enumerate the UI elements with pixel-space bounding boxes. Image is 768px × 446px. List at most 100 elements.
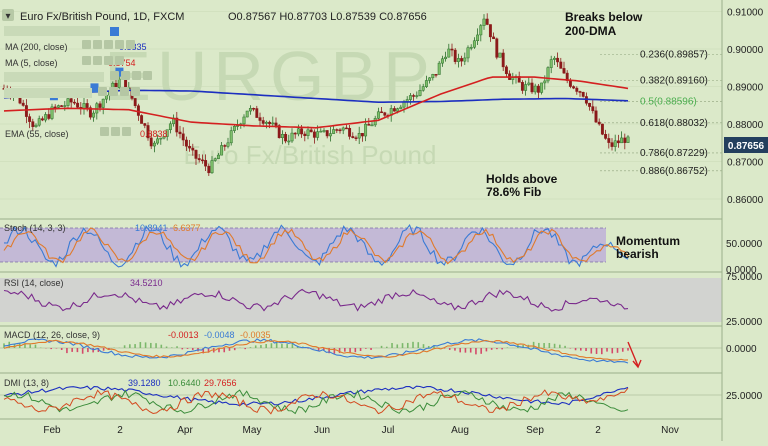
legend-button[interactable] — [120, 87, 129, 96]
macd-label: MACD (12, 26, close, 9) — [4, 330, 100, 340]
watermark-symbol: EURGBP — [104, 37, 436, 115]
bearish-arrow — [627, 341, 639, 367]
candle-body — [476, 34, 480, 42]
legend-button[interactable] — [131, 87, 140, 96]
legend-button[interactable] — [104, 40, 113, 49]
candle-body — [188, 145, 192, 149]
candle-body — [341, 127, 345, 131]
candle-body — [149, 137, 153, 147]
legend-button[interactable] — [115, 56, 124, 65]
legend-button[interactable] — [110, 71, 119, 80]
annotation-breaks-line1: Breaks below — [565, 10, 643, 24]
indicator-legend: MA (200, close) 0.8835 MA (5, close) 0.8… — [4, 26, 168, 139]
legend-button[interactable] — [104, 56, 113, 65]
collapse-icon[interactable] — [2, 9, 14, 21]
candle-body — [293, 132, 297, 135]
candle-body — [76, 102, 80, 108]
bearish-arrow-head — [632, 359, 642, 369]
rsi-axis-25: 25.0000 — [726, 317, 763, 328]
candle-body — [271, 122, 275, 125]
macd-value-3: -0.0035 — [240, 330, 271, 340]
legend-button[interactable] — [100, 127, 109, 136]
settings-icon[interactable] — [110, 27, 119, 36]
candle-body — [175, 117, 179, 133]
candle-body — [322, 130, 326, 132]
legend-button[interactable] — [143, 71, 152, 80]
candle-body — [191, 147, 195, 151]
candle-body — [498, 52, 502, 58]
rsi-band — [0, 278, 722, 322]
time-tick: Nov — [661, 425, 679, 436]
candle-body — [485, 18, 489, 25]
candle-body — [264, 121, 268, 124]
candle-body — [380, 111, 384, 114]
legend-button[interactable] — [82, 56, 91, 65]
legend-button[interactable] — [122, 127, 131, 136]
candle-body — [34, 124, 38, 127]
candle-body — [562, 68, 566, 74]
dmi-panel: DMI (13, 8) 39.1280 10.6440 29.7656 25.0… — [0, 372, 763, 415]
legend-button[interactable] — [93, 56, 102, 65]
candle-body — [421, 86, 425, 91]
candle-body — [60, 105, 64, 107]
annotation-breaks-line2: 200-DMA — [565, 24, 617, 38]
candle-body — [66, 98, 70, 106]
candle-body — [408, 95, 412, 100]
legend-button[interactable] — [132, 71, 141, 80]
candle-body — [165, 129, 169, 137]
candle-body — [274, 122, 278, 126]
candle-body — [402, 101, 406, 108]
candle-body — [501, 52, 505, 68]
annotation-holds-line2: 78.6% Fib — [486, 185, 541, 199]
legend-button[interactable] — [93, 40, 102, 49]
legend-row-faded-2 — [4, 72, 104, 82]
legend-button[interactable] — [82, 40, 91, 49]
candle-body — [440, 58, 444, 64]
dmi-value-2: 10.6440 — [168, 378, 201, 388]
stoch-d-line — [3, 227, 629, 265]
macd-axis-0: 0.0000 — [726, 344, 757, 355]
legend-button[interactable] — [126, 40, 135, 49]
candle-body — [306, 129, 310, 136]
legend-button[interactable] — [115, 40, 124, 49]
watermark-name: Euro Fx/British Pound — [184, 140, 437, 170]
candle-body — [434, 74, 438, 76]
candle-body — [527, 82, 531, 85]
candle-body — [56, 105, 60, 108]
current-price-tag: 0.87656 — [724, 137, 768, 153]
candle-body — [332, 129, 336, 134]
signal-marker[interactable] — [90, 83, 99, 93]
candle-body — [114, 82, 118, 88]
chevron-icon[interactable]: ▾ — [5, 11, 10, 22]
candle-body — [460, 58, 464, 62]
candle-body — [37, 118, 41, 126]
legend-button[interactable] — [98, 87, 107, 96]
candle-body — [220, 145, 224, 156]
candle-body — [357, 133, 361, 139]
candle-body — [556, 57, 560, 63]
signal-marker[interactable] — [115, 67, 124, 77]
time-tick: 2 — [595, 425, 601, 436]
candle-body — [610, 142, 614, 147]
ema-legend-value: 0.8838 — [140, 129, 168, 139]
legend-row-faded-3 — [4, 88, 92, 98]
candle-body — [31, 121, 35, 127]
legend-button[interactable] — [121, 71, 130, 80]
legend-row-faded — [4, 26, 100, 36]
candle-body — [194, 149, 198, 159]
candle-body — [572, 86, 576, 89]
candle-body — [533, 85, 537, 93]
legend-button[interactable] — [111, 127, 120, 136]
macd-value-2: -0.0048 — [204, 330, 235, 340]
candle-body — [431, 74, 435, 79]
candle-body — [495, 38, 499, 58]
candle-body — [252, 108, 256, 110]
candle-body — [21, 102, 25, 106]
price-axis[interactable]: 0.91000 0.90000 0.89000 0.88000 0.87000 0.860… — [727, 8, 764, 207]
candle-body — [248, 108, 252, 112]
time-axis[interactable]: Feb 2 Apr May Jun Jul Aug Sep 2 Nov — [43, 425, 679, 436]
legend-button[interactable] — [109, 87, 118, 96]
legend-buttons — [82, 27, 152, 136]
rsi-line — [3, 288, 629, 312]
